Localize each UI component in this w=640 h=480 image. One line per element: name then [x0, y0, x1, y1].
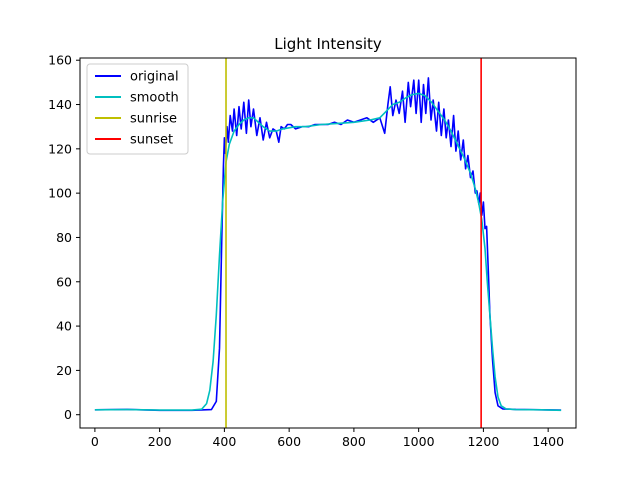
- legend-box: [86, 63, 189, 155]
- x-tick-label: 400: [212, 434, 236, 449]
- y-tick-label: 120: [48, 141, 72, 156]
- legend-label-original: original: [130, 70, 179, 85]
- chart-title: Light Intensity: [274, 35, 382, 53]
- y-tick-label: 160: [48, 53, 72, 68]
- y-tick-label: 20: [56, 363, 72, 378]
- legend-label-sunrise: sunrise: [130, 112, 177, 127]
- y-tick-label: 40: [56, 319, 72, 334]
- x-tick-label: 1200: [467, 434, 499, 449]
- legend-label-smooth: smooth: [130, 91, 179, 106]
- y-tick-label: 80: [56, 230, 72, 245]
- x-tick-label: 200: [148, 434, 172, 449]
- y-tick-label: 140: [48, 97, 72, 112]
- x-tick-label: 1400: [532, 434, 564, 449]
- series-layer: [94, 58, 562, 428]
- plot-frame: [79, 57, 577, 429]
- series-line-original: [94, 77, 562, 412]
- legend: original smooth sunrise sunset: [86, 63, 189, 155]
- y-tick-label: 60: [56, 274, 72, 289]
- y-tick-label: 100: [48, 186, 72, 201]
- x-tick-label: 600: [277, 434, 301, 449]
- x-tick-label: 800: [342, 434, 366, 449]
- ticks-layer: 0 200 400 600 800 1000 1200 1400 0 20 40 60 80 100 120…: [48, 53, 564, 449]
- legend-label-sunset: sunset: [130, 133, 173, 148]
- x-tick-label: 0: [91, 434, 99, 449]
- x-tick-label: 1000: [403, 434, 435, 449]
- y-tick-label: 0: [64, 407, 72, 422]
- series-line-smooth: [94, 92, 562, 412]
